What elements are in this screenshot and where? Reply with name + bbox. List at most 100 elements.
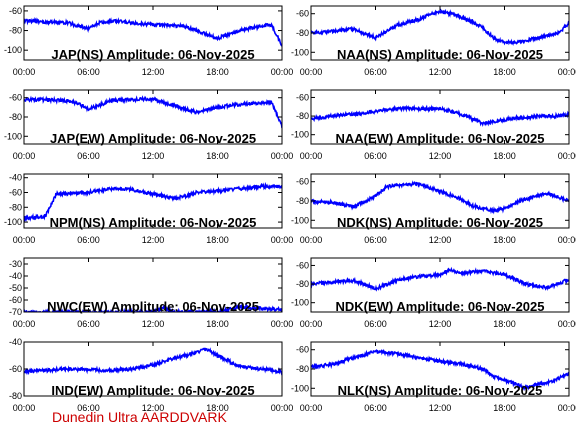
chart-panel-7: -30 -40 -50 -60 -70 00:00 06:00 12:00 18:00 00:00…: [9, 257, 293, 329]
series-point: [216, 106, 219, 109]
series-point: [493, 120, 495, 123]
series-point: [66, 21, 68, 24]
series-point: [331, 115, 334, 117]
y-tick-label: -40: [9, 173, 22, 183]
series-point: [238, 188, 240, 190]
series-point: [195, 29, 197, 32]
series-point: [493, 37, 495, 39]
series-point: [471, 205, 474, 207]
series-point: [536, 115, 538, 117]
x-tick-label: 00:00: [300, 403, 323, 413]
series-point: [206, 348, 208, 350]
x-tick-label: 00:00: [13, 403, 36, 413]
series-point: [130, 188, 133, 191]
x-tick-label: 12:00: [429, 151, 452, 161]
y-tick-label: -40: [9, 271, 22, 281]
series-point: [385, 185, 388, 188]
series-point: [216, 37, 219, 40]
series-point: [460, 272, 463, 274]
chart-panel-4: -60 -80 -100 00:00 06:00 12:00 18:00 00:00 NAA(E…: [291, 89, 576, 161]
chart-title: NWC(EW) Amplitude: 06-Nov-2025: [47, 299, 259, 314]
y-tick-label: -50: [9, 283, 22, 293]
series-line: [24, 347, 282, 376]
x-tick-label: 06:00: [364, 67, 387, 77]
x-tick-label: 00:00: [271, 67, 294, 77]
series-point: [396, 352, 398, 355]
series-point: [55, 193, 58, 195]
series-point: [109, 188, 111, 190]
series-point: [396, 184, 398, 187]
x-tick-label: 00:00: [271, 235, 294, 245]
series-point: [77, 24, 79, 27]
series-point: [546, 381, 549, 384]
x-tick-label: 18:00: [206, 235, 229, 245]
series-point: [163, 306, 165, 309]
series-point: [195, 191, 197, 194]
y-tick-label: -80: [9, 26, 22, 36]
y-tick-label: -60: [9, 295, 22, 305]
series-point: [173, 197, 176, 200]
series-point: [460, 198, 463, 200]
series-point: [482, 122, 484, 125]
series-point: [331, 281, 334, 284]
series-point: [270, 23, 273, 26]
series-point: [98, 104, 101, 107]
series-point: [450, 269, 452, 271]
series-point: [109, 99, 111, 102]
chart-panel-8: -60 -80 -100 00:00 06:00 12:00 18:00 00:00 NDK(E…: [291, 257, 576, 329]
x-tick-label: 18:00: [206, 151, 229, 161]
series-point: [417, 356, 420, 359]
series-point: [238, 365, 240, 368]
x-tick-label: 00:00: [300, 235, 323, 245]
x-tick-label: 00:00: [558, 151, 576, 161]
series-point: [195, 352, 197, 354]
series-point: [270, 100, 273, 103]
series-point: [331, 202, 334, 204]
series-point: [439, 360, 441, 363]
x-tick-label: 00:00: [13, 67, 36, 77]
series-point: [152, 193, 154, 195]
series-point: [557, 115, 560, 117]
series-point: [259, 185, 262, 188]
y-tick-label: -80: [296, 364, 309, 374]
series-point: [396, 107, 398, 110]
series-point: [482, 270, 484, 272]
series-point: [184, 195, 187, 197]
x-tick-label: 06:00: [364, 151, 387, 161]
x-tick-label: 06:00: [77, 151, 100, 161]
series-point: [417, 275, 420, 278]
y-tick-label: -40: [9, 337, 22, 347]
x-tick-label: 12:00: [429, 67, 452, 77]
x-tick-label: 00:00: [300, 319, 323, 329]
series-point: [439, 274, 441, 276]
series-point: [536, 195, 538, 197]
x-tick-label: 00:00: [13, 235, 36, 245]
chart-title: JAP(NS) Amplitude: 06-Nov-2025: [51, 47, 254, 62]
series-point: [503, 379, 506, 382]
y-tick-label: -30: [9, 259, 22, 269]
series-point: [44, 98, 47, 101]
chart-panel-3: -60 -80 -100 00:00 06:00 12:00 18:00 00:00 JAP(E…: [4, 89, 293, 161]
series-point: [184, 108, 187, 111]
series-point: [439, 11, 441, 13]
chart-title: IND(EW) Amplitude: 06-Nov-2025: [51, 383, 254, 398]
y-tick-label: -80: [9, 112, 22, 122]
y-tick-label: -60: [9, 187, 22, 197]
y-tick-label: -100: [291, 47, 309, 57]
y-tick-label: -100: [291, 383, 309, 393]
x-tick-label: 06:00: [77, 403, 100, 413]
series-point: [152, 364, 154, 366]
series-point: [184, 25, 187, 28]
series-point: [428, 13, 431, 16]
x-tick-label: 00:00: [558, 403, 576, 413]
x-tick-label: 12:00: [142, 319, 165, 329]
y-tick-label: -60: [296, 9, 309, 19]
chart-title: NAA(NS) Amplitude: 06-Nov-2025: [337, 47, 543, 62]
x-tick-label: 12:00: [142, 403, 165, 413]
series-point: [450, 194, 452, 196]
series-point: [238, 29, 240, 32]
series-point: [374, 195, 377, 197]
series-point: [546, 115, 549, 117]
x-tick-label: 12:00: [142, 67, 165, 77]
